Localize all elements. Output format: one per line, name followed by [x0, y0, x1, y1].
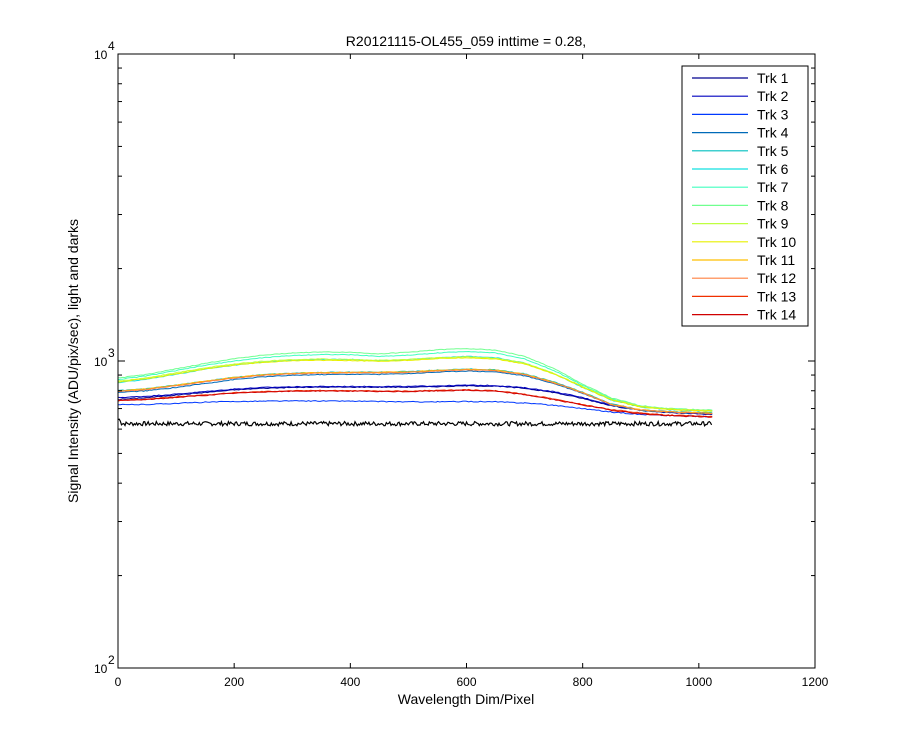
legend-label-trk-11: Trk 11 — [757, 252, 795, 268]
series-line-trk-8 — [118, 348, 713, 411]
y-tick-label: 10 — [94, 662, 108, 676]
legend-label-trk-4: Trk 4 — [757, 125, 789, 141]
x-tick-label: 1200 — [802, 675, 829, 689]
series-layer — [117, 348, 713, 428]
legend-label-trk-8: Trk 8 — [757, 197, 789, 213]
x-tick-label: 200 — [224, 675, 244, 689]
legend-label-trk-13: Trk 13 — [757, 288, 796, 304]
y-tick-label: 10 — [94, 355, 108, 369]
x-tick-label: 0 — [115, 675, 122, 689]
series-line-trk-3 — [118, 400, 713, 418]
series-line-trk-7 — [117, 350, 713, 411]
legend-label-trk-9: Trk 9 — [757, 216, 789, 232]
legend: Trk 1 Trk 2 Trk 3 Trk 4 Trk 5 Trk 6 Trk 7 Trk 8… — [681, 65, 809, 327]
x-tick-label: 400 — [340, 675, 360, 689]
y-axis-label: Signal Intensity (ADU/pix/sec), light an… — [65, 219, 81, 503]
legend-label-trk-12: Trk 12 — [757, 270, 796, 286]
x-tick-label: 800 — [573, 675, 593, 689]
y-tick-label: 10 — [94, 48, 108, 62]
x-tick-label: 1000 — [685, 675, 712, 689]
y-tick-exponent: 4 — [108, 39, 115, 53]
legend-label-trk-3: Trk 3 — [757, 106, 789, 122]
dark-trace — [117, 418, 713, 428]
y-tick-exponent: 3 — [108, 346, 115, 360]
x-tick-label: 600 — [456, 675, 476, 689]
legend-label-trk-1: Trk 1 — [757, 70, 789, 86]
series-line-trk-12 — [117, 369, 713, 415]
legend-label-trk-10: Trk 10 — [757, 234, 796, 250]
legend-label-trk-7: Trk 7 — [757, 179, 789, 195]
legend-box — [681, 65, 809, 327]
chart-title: R20121115-OL455_059 inttime = 0.28, — [346, 33, 586, 49]
series-line-trk-14 — [117, 389, 713, 418]
legend-label-trk-5: Trk 5 — [757, 143, 789, 159]
series-line-trk-1 — [117, 384, 713, 416]
series-line-trk-10 — [118, 357, 713, 412]
legend-label-trk-14: Trk 14 — [757, 307, 796, 323]
legend-label-trk-2: Trk 2 — [757, 88, 789, 104]
y-tick-exponent: 2 — [108, 653, 115, 667]
x-axis-label: Wavelength Dim/Pixel — [398, 691, 534, 707]
legend-label-trk-6: Trk 6 — [757, 161, 789, 177]
